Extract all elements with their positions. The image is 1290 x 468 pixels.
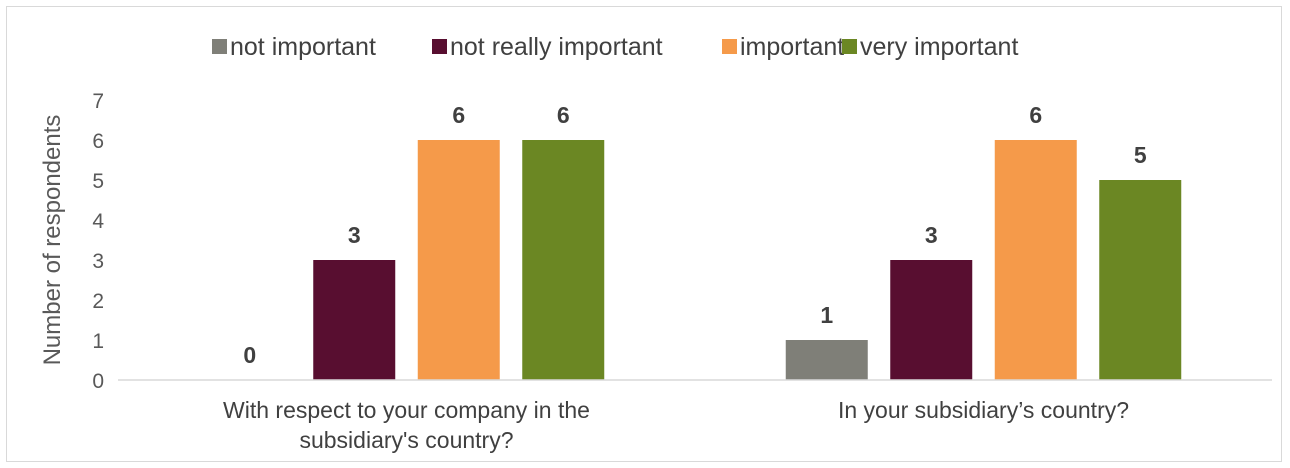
bar <box>890 260 973 380</box>
y-axis-ticks: 0 1 2 3 4 5 6 7 <box>92 90 104 393</box>
data-label: 6 <box>1029 102 1042 128</box>
legend: not important not really important importa… <box>212 33 1018 61</box>
data-labels: 0 3 6 6 1 3 6 5 <box>243 102 1147 368</box>
y-tick-label: 5 <box>92 170 104 193</box>
legend-swatch <box>722 39 737 54</box>
bar <box>1099 180 1182 380</box>
y-tick-label: 7 <box>92 90 104 113</box>
y-tick-label: 3 <box>92 250 104 273</box>
y-tick-label: 4 <box>92 210 104 233</box>
category-label: With respect to your company in the subsi… <box>223 397 590 453</box>
bar <box>417 140 500 380</box>
y-axis-title: Number of respondents <box>39 115 66 366</box>
y-tick-label: 1 <box>92 330 104 353</box>
legend-label: very important <box>860 33 1018 61</box>
legend-item: not really important <box>432 33 663 61</box>
bars <box>313 140 1182 380</box>
category-labels: With respect to your company in the subsi… <box>223 397 1129 453</box>
bar <box>522 140 605 380</box>
legend-swatch <box>212 39 227 54</box>
y-tick-label: 6 <box>92 130 104 153</box>
bar <box>785 340 868 380</box>
legend-label: not important <box>230 33 376 61</box>
category-label: In your subsidiary’s country? <box>838 397 1129 423</box>
data-label: 3 <box>348 222 361 248</box>
legend-swatch <box>432 39 447 54</box>
legend-item: very important <box>842 33 1018 61</box>
legend-label: important <box>740 33 844 61</box>
data-label: 6 <box>557 102 570 128</box>
y-tick-label: 2 <box>92 290 104 313</box>
legend-swatch <box>842 39 857 54</box>
legend-item: important <box>722 33 844 61</box>
legend-label: not really important <box>450 33 663 61</box>
data-label: 0 <box>243 342 256 368</box>
data-label: 3 <box>925 222 938 248</box>
bar <box>994 140 1077 380</box>
data-label: 6 <box>452 102 465 128</box>
bar <box>313 260 396 380</box>
legend-item: not important <box>212 33 376 61</box>
data-label: 1 <box>820 302 833 328</box>
data-label: 5 <box>1134 142 1147 168</box>
y-tick-label: 0 <box>92 370 104 393</box>
